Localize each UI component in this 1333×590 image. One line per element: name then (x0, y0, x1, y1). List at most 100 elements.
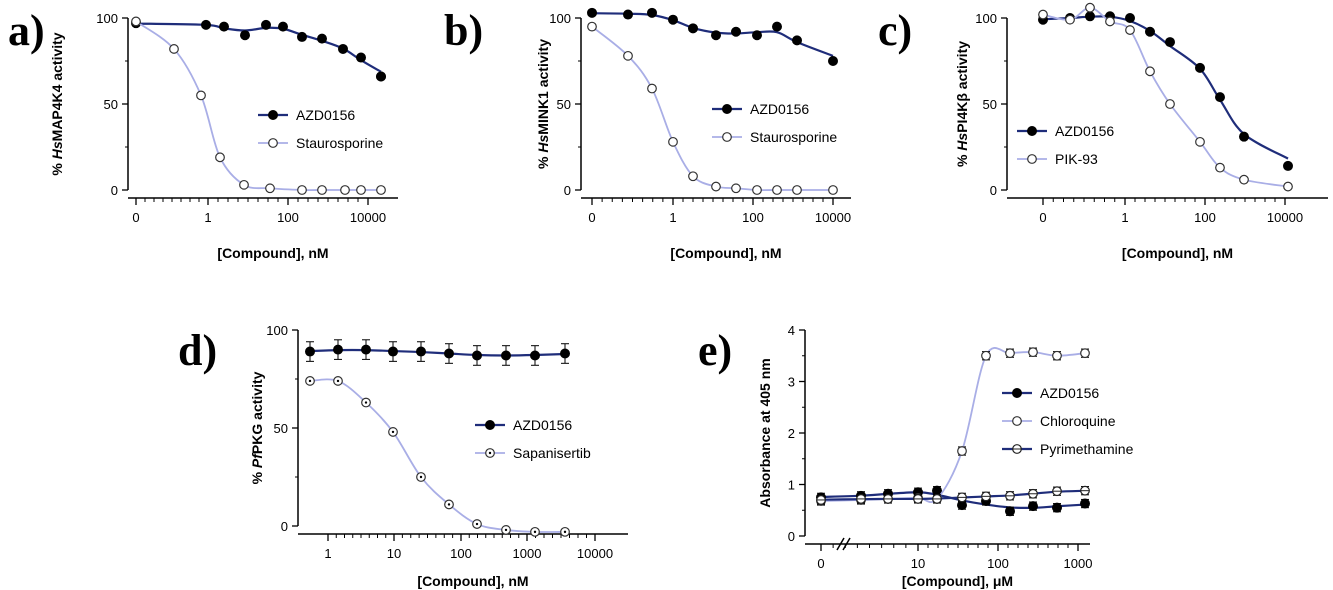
data-point-chloroquine (1080, 348, 1090, 359)
data-point-azd0156 (338, 43, 348, 54)
data-point-pik-93 (1145, 66, 1155, 77)
data-point-staurosporine (772, 185, 782, 195)
data-point-azd0156 (1005, 506, 1015, 517)
legend-label: Sapanisertib (513, 445, 591, 461)
legend-label: Chloroquine (1040, 413, 1116, 429)
data-point-azd0156 (560, 348, 570, 359)
data-point-pyrimethamine (932, 494, 942, 504)
x-tick-label: 0 (817, 556, 824, 571)
data-point-pik-93 (1239, 174, 1249, 185)
data-point-pik-93 (1038, 9, 1048, 20)
data-point-azd0156 (219, 21, 229, 32)
legend-marker (1027, 154, 1037, 164)
panel-label: c) (878, 6, 912, 55)
x-axis-title: [Compound], nM (670, 245, 781, 261)
x-tick-label: 100 (277, 210, 299, 225)
data-point-staurosporine (317, 185, 327, 195)
data-point-staurosporine (711, 181, 721, 192)
data-point-chloroquine (1005, 348, 1015, 359)
axis-break (842, 537, 851, 551)
x-tick-label: 100 (742, 210, 764, 225)
y-axis-title: % PfPKG activity (249, 371, 265, 484)
legend-label: AZD0156 (1040, 385, 1099, 401)
y-tick-label: 100 (96, 11, 118, 26)
data-point-azd0156 (772, 21, 782, 32)
x-tick-label: 10000 (815, 210, 851, 225)
data-point-azd0156 (1052, 502, 1062, 513)
data-point-azd0156 (623, 9, 633, 20)
y-axis-title: % HsMINK1 activity (535, 39, 551, 169)
data-point-staurosporine (215, 152, 225, 163)
data-point-pyrimethamine (883, 494, 893, 504)
x-axis-title: [Compound], nM (417, 573, 528, 589)
x-tick-label: 10000 (577, 546, 613, 561)
data-point-pik-93 (1065, 14, 1075, 25)
y-tick-label: 3 (788, 375, 795, 390)
data-point-azd0156 (240, 30, 250, 41)
data-point-pyrimethamine (981, 491, 991, 502)
data-point-pyrimethamine (1028, 488, 1038, 499)
data-point-azd0156 (688, 23, 698, 34)
panel-label: a) (8, 6, 45, 55)
data-point-staurosporine (356, 185, 366, 195)
data-point-staurosporine (731, 183, 741, 194)
legend-marker (722, 104, 732, 114)
y-tick-label: 1 (788, 478, 795, 493)
data-point-azd0156 (356, 52, 366, 63)
data-point-azd0156 (1283, 160, 1293, 171)
data-point-azd0156 (752, 30, 762, 41)
y-tick-label: 50 (274, 421, 288, 436)
data-point-pik-93 (1195, 136, 1205, 147)
y-tick-label: 50 (983, 97, 997, 112)
x-tick-label: 0 (588, 210, 595, 225)
data-point-azd0156 (731, 26, 741, 37)
data-point-azd0156 (333, 344, 343, 355)
legend-label: Staurosporine (296, 135, 383, 151)
x-tick-label: 1000 (513, 546, 542, 561)
y-tick-label: 50 (557, 97, 571, 112)
panel-label: b) (444, 6, 483, 55)
data-point-staurosporine (688, 171, 698, 182)
data-point-azd0156 (792, 35, 802, 46)
y-tick-label: 100 (975, 11, 997, 26)
data-point-azd0156 (376, 71, 386, 82)
data-point-azd0156 (444, 348, 454, 359)
data-point-sapanisertib (361, 397, 371, 408)
x-tick-label: 1 (324, 546, 331, 561)
data-point-azd0156 (416, 346, 426, 357)
data-point-chloroquine (981, 350, 991, 361)
data-point-azd0156 (361, 344, 371, 355)
x-tick-label: 1000 (1064, 556, 1093, 571)
data-point-azd0156 (1195, 62, 1205, 73)
data-point-pik-93 (1125, 25, 1135, 35)
legend-marker (1027, 126, 1037, 136)
y-tick-label: 0 (111, 183, 118, 198)
data-point-chloroquine (1028, 347, 1038, 358)
data-point-sapanisertib (444, 499, 454, 510)
legend-marker (268, 110, 278, 120)
legend-label: AZD0156 (750, 101, 809, 117)
y-axis-title: % HsMAP4K4 activity (49, 32, 65, 175)
x-axis-title: [Compound], nM (217, 245, 328, 261)
data-point-chloroquine (957, 446, 967, 456)
data-point-sapanisertib (416, 472, 426, 482)
data-point-azd0156 (317, 33, 327, 44)
y-axis-title: Absorbance at 405 nm (757, 358, 773, 507)
y-tick-label: 0 (788, 529, 795, 544)
legend-label: AZD0156 (1055, 123, 1114, 139)
chart-panel-4: e) 0 1 2 3 4 0 10 100 1000 [Compound], μM Absorbanc… (698, 323, 1134, 589)
data-point-pyrimethamine (1052, 486, 1062, 497)
data-point-staurosporine (169, 44, 179, 54)
data-point-azd0156 (1028, 501, 1038, 512)
x-tick-label: 100 (1194, 210, 1216, 225)
data-point-chloroquine (1052, 350, 1062, 361)
data-point-azd0156 (668, 14, 678, 25)
data-point-pyrimethamine (1080, 485, 1090, 496)
data-point-staurosporine (196, 90, 206, 101)
chart-panel-1: b) 0 50 100 0 1 100 10000 [Compound], nM % HsMINK… (444, 6, 851, 261)
x-tick-label: 10 (387, 546, 401, 561)
panel-label: e) (698, 326, 732, 375)
data-point-staurosporine (828, 185, 838, 195)
data-point-azd0156 (1215, 92, 1225, 103)
data-point-staurosporine (792, 185, 802, 195)
